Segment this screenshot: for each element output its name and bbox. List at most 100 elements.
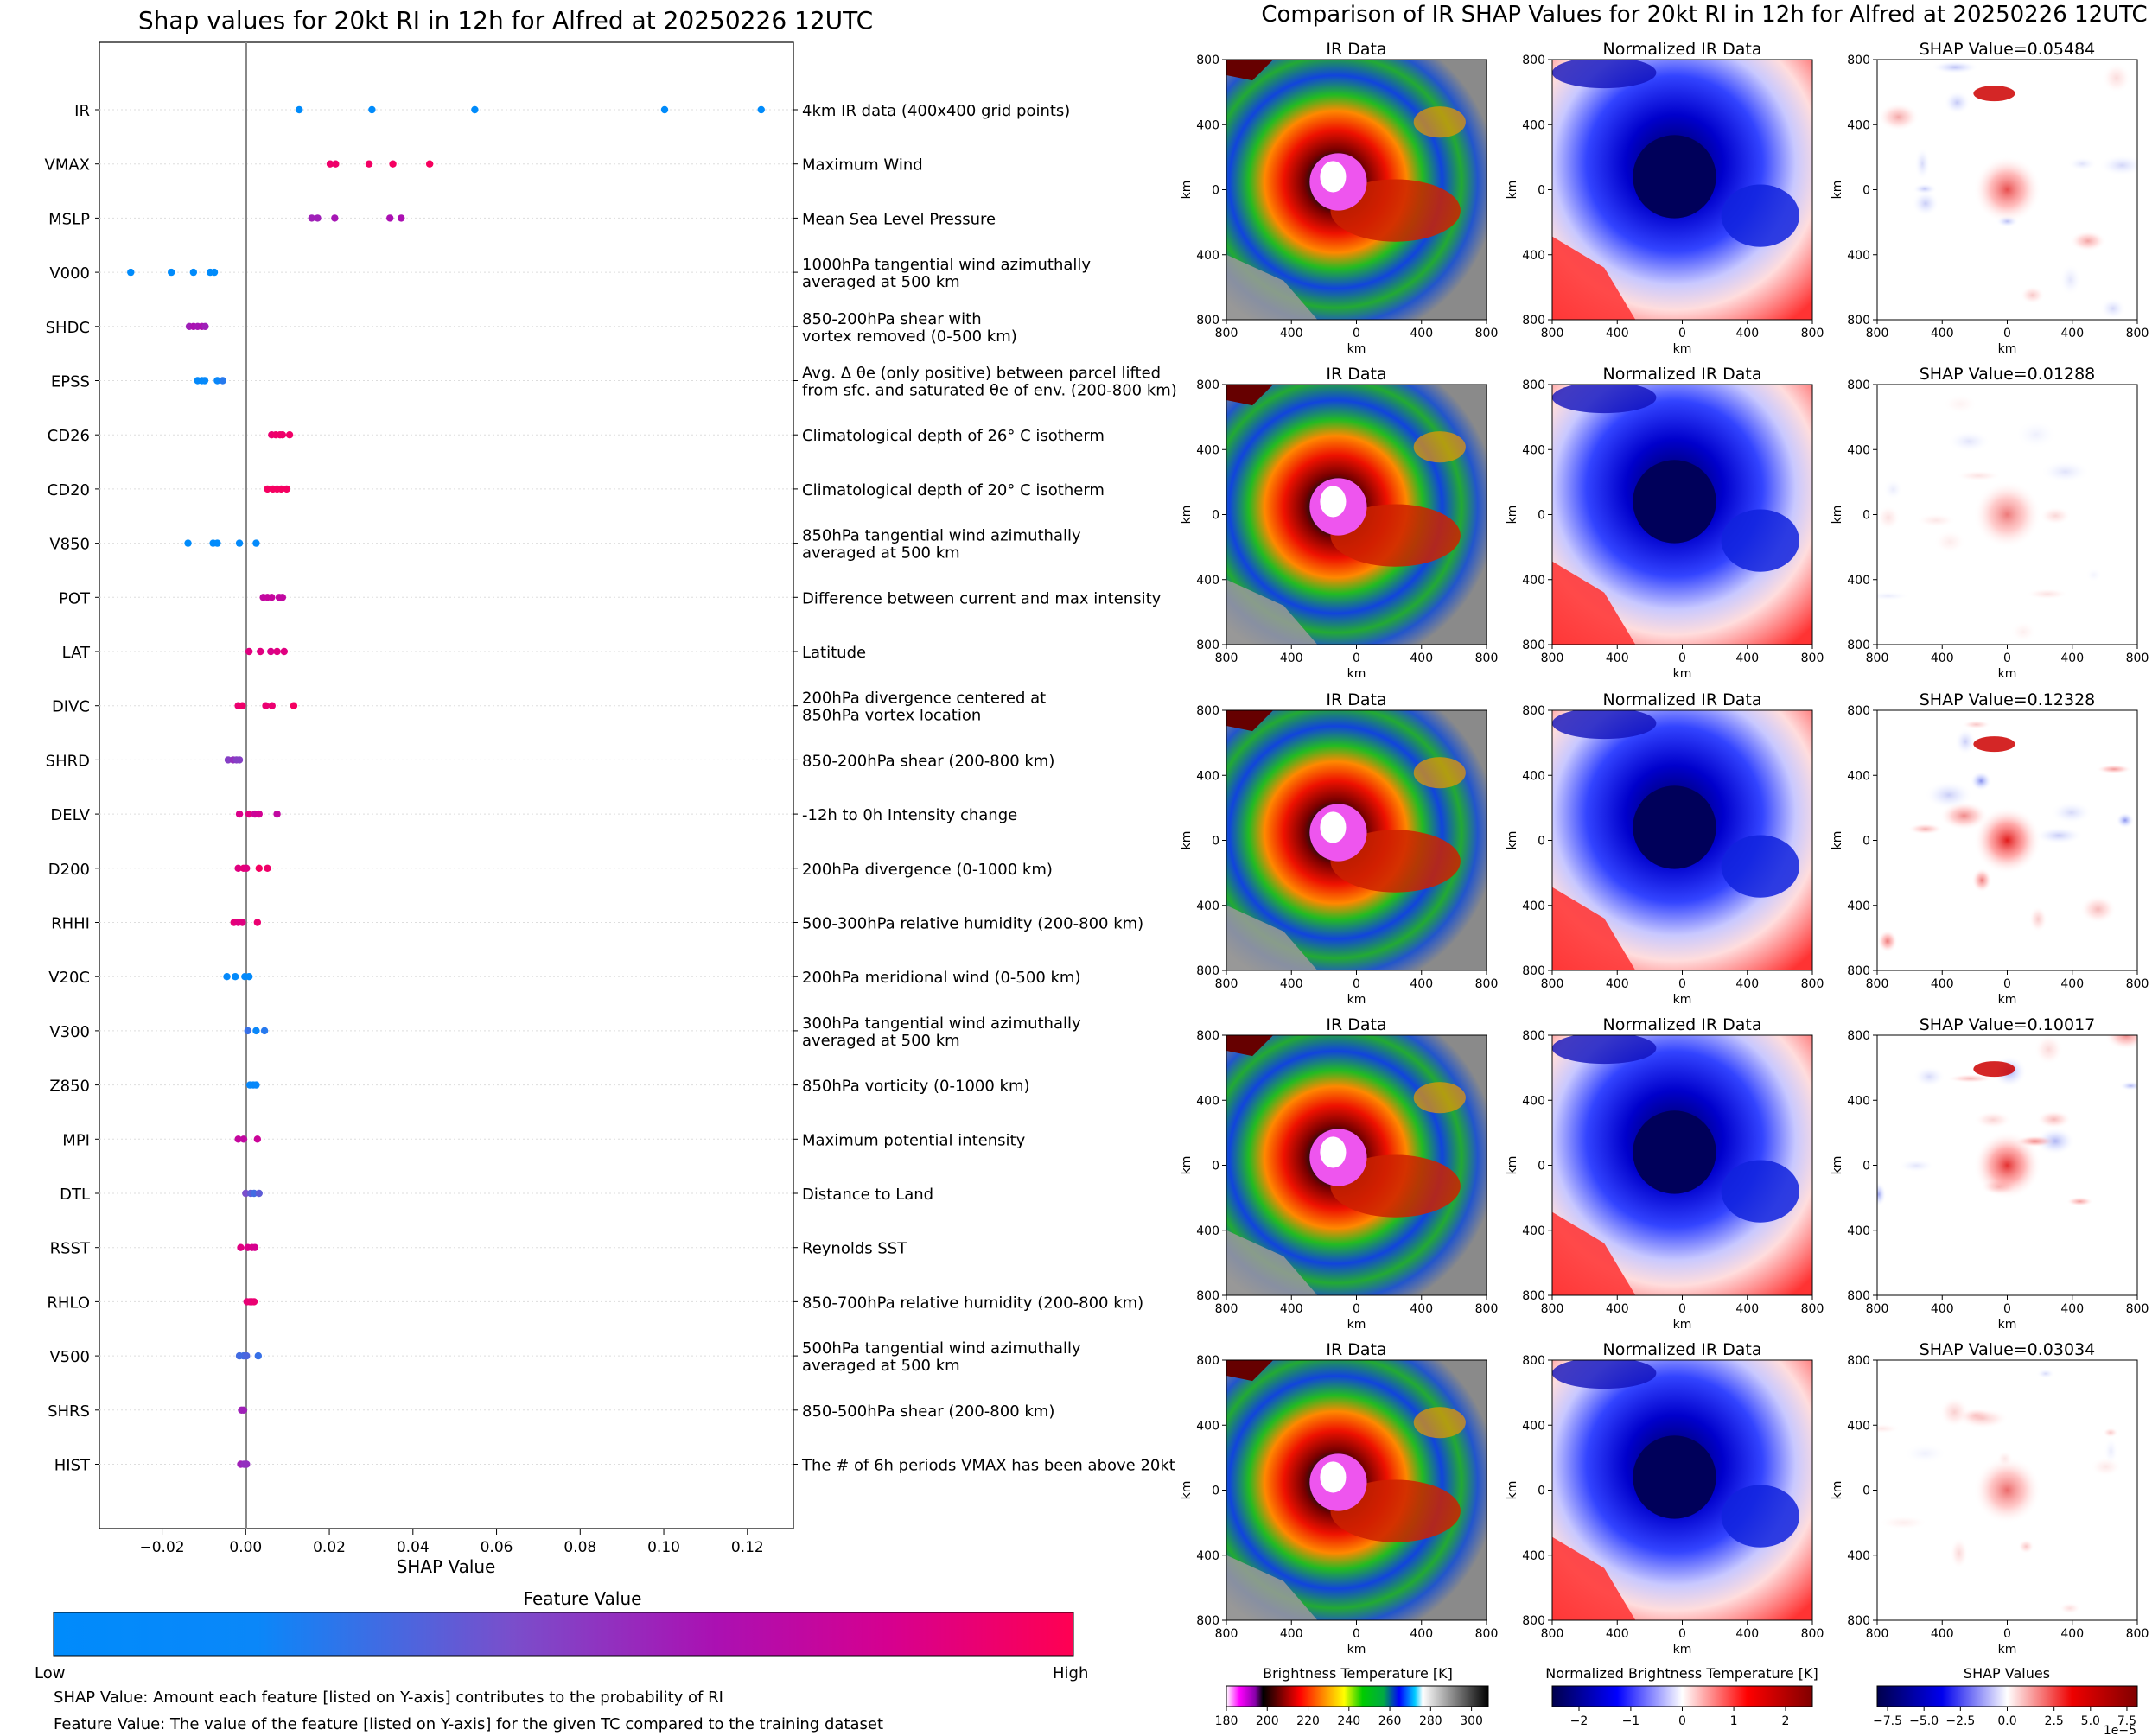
feature-desc-cd20: Climatological depth of 20° C isotherm (802, 481, 1105, 499)
ytick-label: 0 (1538, 509, 1545, 523)
shap-colorbar-offset: 1e−5 (2104, 1724, 2136, 1736)
ytick-label: 800 (1196, 1029, 1219, 1043)
shap-image (1877, 60, 2137, 320)
y-axis-label: km (1830, 1481, 1844, 1500)
feature-desc-z850: 850hPa vorticity (0-1000 km) (802, 1078, 1030, 1096)
y-axis-label: km (1506, 181, 1519, 200)
point-divc-5 (290, 702, 298, 709)
feature-label-mpi: MPI (62, 1131, 90, 1149)
ytick-label: 400 (1196, 900, 1219, 913)
xtick-label: 400 (1606, 1302, 1629, 1316)
ytick-label: 400 (1522, 574, 1545, 588)
point-lat-4 (273, 647, 281, 656)
colorbar-tick-label: −5.0 (1909, 1714, 1939, 1728)
xtick-label: 0 (1353, 652, 1360, 665)
point-v850-4 (235, 539, 244, 547)
ytick-label: 400 (1847, 249, 1870, 263)
point-v000-3 (189, 268, 198, 277)
xtick-label: 400 (2060, 1627, 2084, 1641)
point-rsst-1 (237, 1243, 245, 1251)
xtick-label: 0 (2003, 327, 2011, 340)
colorbar-tick-label: −2 (1570, 1714, 1589, 1728)
ir-panel-title: IR Data (1326, 1340, 1386, 1359)
xtick-label-0: −0.02 (140, 1539, 185, 1556)
point-v500-3 (243, 1351, 251, 1360)
x-axis-label: km (1673, 1643, 1692, 1657)
x-axis-label: km (1673, 1318, 1692, 1332)
point-mslp-4 (385, 214, 394, 222)
ir-panel-title: IR Data (1326, 40, 1386, 59)
xtick-label: 800 (1475, 1302, 1499, 1316)
xtick-label-4: 0.06 (481, 1539, 513, 1556)
ytick-label: 400 (1196, 1419, 1219, 1433)
xtick-label-2: 0.02 (313, 1539, 346, 1556)
xtick-label: 0 (2003, 1627, 2011, 1641)
ytick-label: 800 (1196, 964, 1219, 978)
colorbar-tick-label: 5.0 (2081, 1714, 2100, 1728)
point-hist-3 (243, 1460, 251, 1468)
point-v300-2 (252, 1027, 260, 1035)
xtick-label: 800 (2126, 1302, 2149, 1316)
xtick-label: 800 (2126, 1627, 2149, 1641)
xtick-label-7: 0.12 (731, 1539, 764, 1556)
feature-label-rsst: RSST (50, 1240, 91, 1258)
bt-colorbar-label: Brightness Temperature [K] (1263, 1665, 1453, 1682)
xtick-label: 0 (2003, 652, 2011, 665)
ir-comparison-panel: Comparison of IR SHAP Values for 20kt RI… (1180, 2, 2149, 1736)
point-vmax-1 (326, 160, 334, 168)
ytick-label: 800 (1522, 1354, 1545, 1368)
ytick-label: 0 (1212, 184, 1219, 198)
point-shrd-1 (224, 756, 232, 764)
point-delv-2 (245, 810, 253, 818)
shap-image (1877, 1035, 2137, 1295)
xtick-label: 0 (1678, 652, 1686, 665)
feature-desc-shrd: 850-200hPa shear (200-800 km) (802, 752, 1054, 770)
colorbar-tick-label: 220 (1296, 1714, 1320, 1728)
bt-colorbar (1226, 1685, 1489, 1707)
ytick-label: 400 (1847, 118, 1870, 132)
ir-image (1226, 60, 1487, 320)
feature-desc-v20c: 200hPa meridional wind (0-500 km) (802, 969, 1080, 987)
shap-panel-title: SHAP Value=0.12328 (1920, 690, 2096, 709)
point-v300-3 (260, 1027, 269, 1035)
point-ir-3 (471, 105, 479, 114)
y-axis-label: km (1830, 506, 1844, 525)
point-v500-4 (254, 1351, 263, 1360)
y-axis-label: km (1506, 831, 1519, 850)
point-lat-2 (257, 647, 264, 656)
xtick-label: 0 (1678, 977, 1686, 991)
feature-label-divc: DIVC (52, 698, 90, 716)
x-axis-label: km (1347, 342, 1366, 356)
feature-name-labels: IR VMAX MSLP V000 SHDC EPSS CD26 CD20 V850 POT LAT… (45, 102, 798, 1475)
xtick-label: 400 (1280, 652, 1303, 665)
xtick-label: 0 (1353, 1302, 1360, 1316)
feature-desc-ir: 4km IR data (400x400 grid points) (802, 102, 1070, 120)
ytick-label: 800 (1847, 378, 1870, 392)
feature-label-lat: LAT (62, 644, 91, 662)
xtick-label: 0 (1353, 1627, 1360, 1641)
feature-label-cd26: CD26 (48, 427, 90, 445)
colorbar-tick-label: 200 (1256, 1714, 1279, 1728)
point-v000-5 (210, 268, 219, 277)
ytick-label: 0 (1862, 835, 1870, 849)
feature-desc-v000-line1: 1000hPa tangential wind azimuthally (802, 256, 1091, 274)
ytick-label: 800 (1196, 639, 1219, 652)
shap-panel-title: SHAP Value=0.01288 (1920, 365, 2096, 384)
colorbar-title: Feature Value (524, 1588, 642, 1609)
point-cd20-1 (264, 485, 271, 493)
xtick-label: 800 (1215, 977, 1238, 991)
shap-panel-title: SHAP Value=0.10017 (1920, 1015, 2096, 1034)
feature-label-d200: D200 (48, 861, 90, 879)
ytick-label: 800 (1522, 964, 1545, 978)
y-axis-label: km (1830, 181, 1844, 200)
ytick-label: 400 (1847, 1224, 1870, 1238)
point-shdc-5 (201, 322, 209, 330)
feature-label-dtl: DTL (60, 1186, 90, 1204)
right-chart-title: Comparison of IR SHAP Values for 20kt RI… (1261, 2, 2147, 28)
feature-label-vmax: VMAX (45, 156, 91, 175)
ytick-label: 400 (1196, 1549, 1219, 1563)
